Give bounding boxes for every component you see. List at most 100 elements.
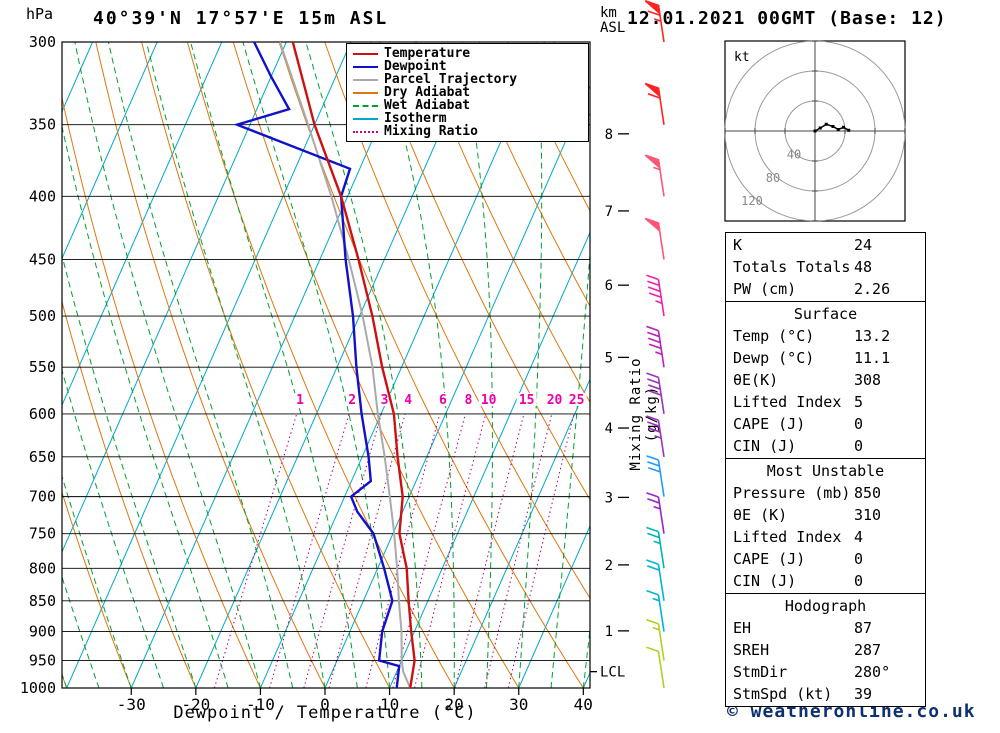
table-row-label: CAPE (J) [733,415,806,433]
temp-tick-label: -10 [246,695,275,714]
pressure-tick-label: 950 [29,651,56,669]
legend: Temperature Dewpoint Parcel Trajectory Dry … [346,43,589,142]
km-tick-label: 2 [605,558,613,574]
table-row-label: θE(K) [733,371,779,389]
table-section: Hodograph EH 87 SREH 287 StmDir 280° StmSpd (kt… [726,593,925,706]
legend-item: Mixing Ratio [351,125,588,138]
temp-tick-label: -20 [181,695,210,714]
wind-barb [646,559,665,601]
pressure-tick-label: 750 [29,525,56,543]
table-row-value: 287 [854,641,882,659]
legend-item: Temperature [351,47,588,60]
hodograph-unit-label: kt [734,50,750,65]
altitude-axis-unit: km ASL [600,6,625,36]
mixing-ratio-value-label: 1 [296,393,304,408]
mixing-ratio-value-label: 4 [404,393,412,408]
mixing-ratio-labels: 1 2 3 4 6 8 10 15 20 25 [294,393,587,408]
mixing-ratio-value-label: 2 [348,393,356,408]
table-section-header: Hodograph [784,597,867,615]
wind-barb [646,492,665,534]
pressure-tick-label: 800 [29,559,56,577]
pressure-tick-label: 450 [29,251,56,269]
wind-barb [646,274,665,317]
pressure-tick-label: 300 [29,33,56,51]
table-row-label: StmDir [733,663,788,681]
legend-swatch [353,130,378,133]
legend-item: Parcel Trajectory [351,73,588,86]
table-row-label: StmSpd (kt) [733,685,833,703]
table-section-header: Most Unstable [766,462,885,480]
table-row-label: K [733,236,743,254]
temp-axis: -30 -20 -10 0 10 20 30 40 [117,688,593,714]
pressure-grid: 300 350 400 450 500 550 600 650 700 750 800 850 900 9… [20,33,590,697]
altitude-unit-asl: ASL [600,20,626,36]
pressure-tick-label: 400 [29,187,56,205]
pressure-tick-label: 500 [29,307,56,325]
wind-barb [646,372,665,415]
temperature-line [291,42,416,688]
table-section: K 24 Totals Totals 48 PW (cm) 2.26 [726,233,925,301]
table-row-label: Temp (°C) [733,327,815,345]
mixing-ratio-value-label: 3 [381,393,389,408]
legend-item-label: Isotherm [384,111,447,126]
mixing-ratio-lines [213,413,575,688]
table-row: SREH 287 [726,639,925,661]
table-section: Most Unstable Pressure (mb) 850 θE (K) 310 Li… [726,458,925,593]
temp-tick-label: 10 [380,695,399,714]
table-row-label: Lifted Index [733,393,842,411]
pressure-tick-label: 550 [29,358,56,376]
table-row: Pressure (mb) 850 [726,482,925,504]
altitude-unit-km: km [600,5,617,21]
legend-item-label: Dewpoint [384,59,447,74]
temp-tick-label: 0 [320,695,330,714]
table-row: PW (cm) 2.26 [726,278,925,300]
sounding-profiles [233,42,416,688]
km-tick-label: 3 [605,490,613,506]
table-row-label: Dewp (°C) [733,349,815,367]
mixing-ratio-value-label: 25 [569,393,585,408]
legend-swatch [353,117,378,120]
wind-barbs [644,0,665,689]
legend-swatch [353,65,378,68]
km-tick-label: 5 [605,350,613,366]
km-tick-label: 1 [605,624,613,640]
table-row: StmDir 280° [726,661,925,683]
table-row-label: Lifted Index [733,528,842,546]
km-tick-label: 6 [605,278,613,294]
km-tick-label: 7 [605,204,613,220]
pressure-tick-label: 700 [29,488,56,506]
wind-barb [646,646,665,689]
table-row-label: CAPE (J) [733,550,806,568]
table-row: CIN (J) 0 [726,435,925,457]
legend-swatch [353,52,378,55]
wind-barb [646,455,665,497]
legend-item: Dewpoint [351,60,588,73]
table-row-value: 0 [854,415,864,433]
mixing-ratio-value-label: 20 [547,393,563,408]
table-row-value: 850 [854,484,882,502]
legend-swatch [353,104,378,107]
table-row-value: 2.26 [854,280,891,298]
km-axis: 1 2 3 4 5 6 7 8 LCL [590,127,629,681]
legend-swatch [353,91,378,94]
lcl-label: LCL [600,665,625,681]
table-row: θE(K) 308 [726,369,925,391]
table-row: CAPE (J) 0 [726,413,925,435]
table-row-label: CIN (J) [733,572,797,590]
table-row: CIN (J) 0 [726,570,925,592]
legend-item: Isotherm [351,112,588,125]
wind-barb [644,0,665,43]
wind-barb [646,526,665,569]
wind-barb [646,589,665,632]
table-row-value: 48 [854,258,873,276]
table-row-label: EH [733,619,752,637]
table-row: Lifted Index 4 [726,526,925,548]
temp-tick-label: 40 [574,695,593,714]
wind-barb [646,618,665,661]
table-row-label: CIN (J) [733,437,797,455]
wind-barb [646,415,665,457]
wind-barb [644,154,665,197]
temp-tick-label: -30 [117,695,146,714]
table-row-label: θE (K) [733,506,788,524]
